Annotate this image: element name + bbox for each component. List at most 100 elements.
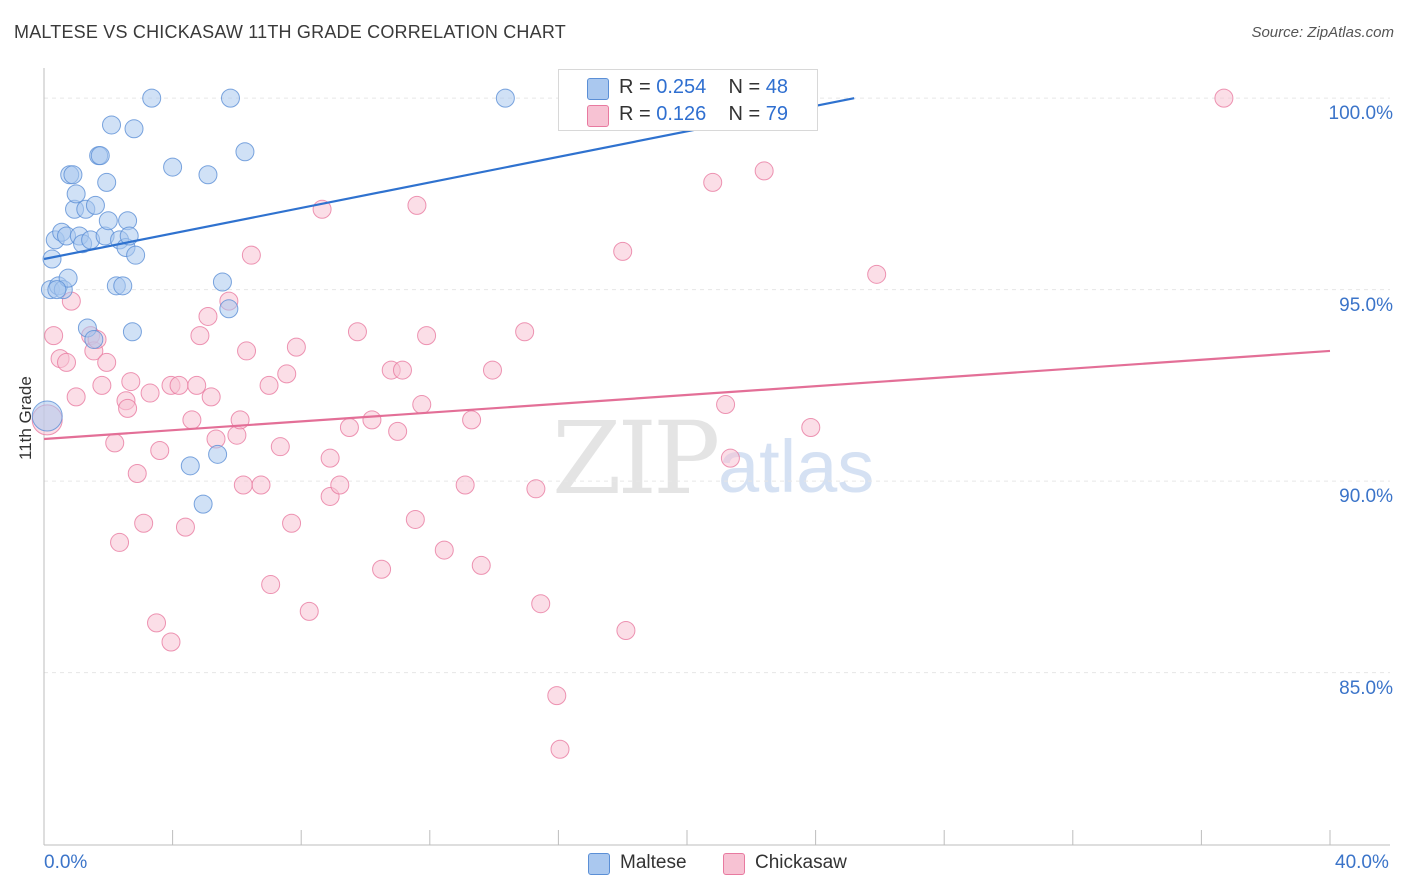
stats-legend: R = 0.254 N = 48 R = 0.126 N = 79 (558, 69, 818, 131)
chickasaw-point (372, 559, 392, 579)
chickasaw-point (720, 448, 740, 468)
maltese-point (42, 249, 62, 269)
x-tick-label-min: 0.0% (44, 852, 88, 873)
chickasaw-point (198, 306, 218, 326)
chickasaw-point (261, 575, 281, 595)
maltese-point (66, 184, 86, 204)
maltese-point (47, 280, 67, 300)
maltese-point (102, 115, 122, 135)
chickasaw-point (531, 594, 551, 614)
chickasaw-point (259, 375, 279, 395)
chickasaw-point (201, 387, 221, 407)
maltese-legend-swatch (588, 853, 610, 875)
maltese-point (495, 88, 515, 108)
chickasaw-point (169, 375, 189, 395)
maltese-point (98, 211, 118, 231)
maltese-point (63, 165, 83, 185)
y-tick-label: 90.0% (1339, 486, 1393, 508)
maltese-point (122, 322, 142, 342)
maltese-point (58, 268, 78, 288)
maltese-point (212, 272, 232, 292)
chickasaw-point (277, 364, 297, 384)
maltese-point (124, 119, 144, 139)
chickasaw-point (462, 410, 482, 430)
chickasaw-point (347, 322, 367, 342)
n-value-maltese: 48 (765, 76, 789, 98)
chickasaw-point (105, 433, 125, 453)
maltese-swatch (587, 78, 609, 100)
chickasaw-point (241, 245, 261, 265)
chickasaw-point (118, 398, 138, 418)
r-label: R = (619, 76, 657, 98)
chickasaw-point (161, 632, 181, 652)
chickasaw-point (526, 479, 546, 499)
chickasaw-point (190, 326, 210, 346)
maltese-point (163, 157, 183, 177)
chickasaw-point (547, 686, 567, 706)
chickasaw-point (392, 360, 412, 380)
chickasaw-point (362, 410, 382, 430)
n-label: N = (728, 76, 766, 98)
chickasaw-point (233, 475, 253, 495)
chickasaw-point (121, 372, 141, 392)
source-credit: Source: ZipAtlas.com (1251, 24, 1394, 41)
r-label: R = (619, 103, 657, 125)
watermark-atlas: atlas (718, 425, 875, 508)
chickasaw-point (482, 360, 502, 380)
chickasaw-point (147, 613, 167, 633)
maltese-point (126, 245, 146, 265)
chickasaw-point (134, 513, 154, 533)
chickasaw-point (182, 410, 202, 430)
chickasaw-point (282, 513, 302, 533)
maltese-point (142, 88, 162, 108)
x-tick-label-max: 40.0% (1335, 852, 1389, 873)
maltese-point (31, 400, 63, 432)
chickasaw-point (471, 555, 491, 575)
chickasaw-point (140, 383, 160, 403)
chickasaw-point (330, 475, 350, 495)
n-label: N = (728, 103, 766, 125)
chickasaw-point (251, 475, 271, 495)
chickasaw-swatch (587, 105, 609, 127)
chickasaw-point (57, 352, 77, 372)
chickasaw-point (44, 326, 64, 346)
chickasaw-point (110, 532, 130, 552)
chickasaw-point (270, 437, 290, 457)
chickasaw-point (550, 739, 570, 759)
maltese-point (180, 456, 200, 476)
watermark-zip: ZIP (552, 400, 720, 517)
chickasaw-point (92, 375, 112, 395)
chickasaw-point (320, 448, 340, 468)
y-tick-label: 95.0% (1339, 294, 1393, 316)
chickasaw-point (703, 172, 723, 192)
chickasaw-trend-line (43, 349, 1331, 441)
maltese-point (219, 299, 239, 319)
maltese-point (90, 146, 110, 166)
maltese-point (220, 88, 240, 108)
r-value-chickasaw: 0.126 (656, 103, 707, 125)
chickasaw-point (405, 509, 425, 529)
chickasaw-point (613, 241, 633, 261)
chickasaw-point (716, 395, 736, 415)
chickasaw-point (286, 337, 306, 357)
chickasaw-point (175, 517, 195, 537)
chickasaw-point (299, 601, 319, 621)
y-axis-label: 11th Grade (16, 376, 35, 460)
chickasaw-point (412, 395, 432, 415)
chickasaw-point (227, 425, 247, 445)
chickasaw-point (339, 418, 359, 438)
chickasaw-point (97, 352, 117, 372)
chickasaw-point (417, 326, 437, 346)
chickasaw-point (515, 322, 535, 342)
chart-title: MALTESE VS CHICKASAW 11TH GRADE CORRELAT… (14, 22, 566, 42)
chickasaw-point (754, 161, 774, 181)
maltese-point (113, 276, 133, 296)
legend-label-maltese: Maltese (620, 852, 687, 873)
chickasaw-point (150, 441, 170, 461)
maltese-point (235, 142, 255, 162)
maltese-point (193, 494, 213, 514)
chickasaw-point (66, 387, 86, 407)
chickasaw-point (407, 195, 427, 215)
y-tick-label: 100.0% (1328, 103, 1393, 125)
y-tick-label: 85.0% (1339, 677, 1393, 699)
